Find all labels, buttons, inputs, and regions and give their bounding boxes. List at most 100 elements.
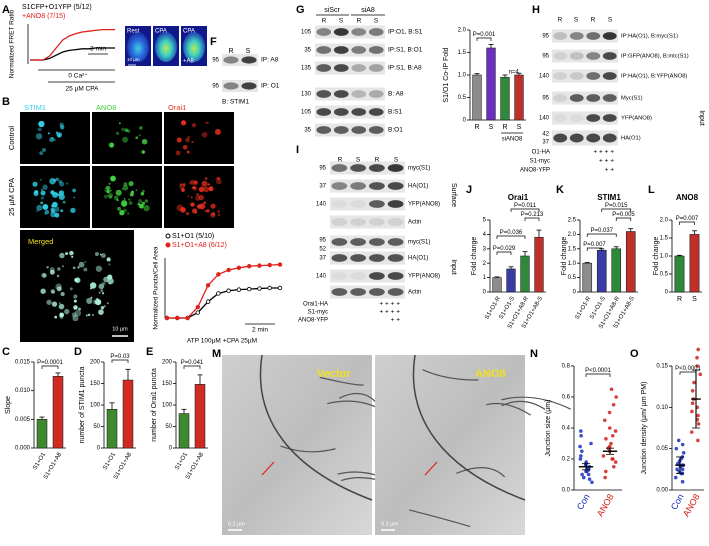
data-point (580, 472, 584, 477)
significance-bracket (679, 221, 695, 225)
fluorescence-spot (201, 131, 208, 138)
micrograph (20, 112, 90, 164)
fluorescence-spot (106, 189, 110, 194)
row-label: myc(S1) (408, 166, 430, 172)
bar (500, 76, 510, 121)
data-point (698, 372, 703, 377)
blot-band (351, 64, 367, 72)
y-tick-label: 2.5 (568, 218, 577, 224)
blot-band (602, 52, 617, 60)
fluorescence-spot (128, 198, 131, 201)
fluorescence-spot (180, 207, 186, 213)
fluorescence-spot (35, 133, 43, 140)
panel-label: J (466, 184, 472, 196)
blot-band (350, 238, 366, 246)
fluorescence-spot (100, 289, 104, 293)
row-label: myc(S1) (408, 240, 430, 246)
row-label: IP:GFP(ANO8), B:mtc(S1) (621, 54, 689, 60)
legend-entry: S1CFP+O1YFP (5/12) (22, 4, 92, 11)
fluorescence-spot (189, 152, 192, 155)
blot-strip (330, 235, 405, 249)
y-tick-label: 50 (93, 424, 100, 430)
row-label: YFP(ANO8) (408, 274, 440, 280)
data-point (696, 413, 700, 418)
blot-strip (330, 269, 405, 283)
marker (195, 304, 201, 310)
mw-marker: 95 (319, 166, 326, 172)
fluorescence-spot (195, 193, 200, 197)
fluorescence-spot (53, 206, 60, 213)
fluorescence-spot (141, 201, 146, 206)
lane-label: R (591, 17, 596, 24)
marker (195, 310, 201, 315)
fluorescence-spot (36, 210, 39, 213)
mw-marker: 95 (542, 34, 549, 40)
image-label: CPA (155, 29, 167, 35)
blot-band (553, 133, 568, 143)
fluorescence-spot (40, 178, 43, 181)
marker (246, 286, 252, 292)
data-point (578, 457, 583, 461)
blot-band (369, 182, 385, 190)
bar (689, 234, 700, 293)
blot-band (223, 56, 239, 64)
data-point (690, 409, 694, 414)
y-axis-label: S1/O1 Co-IP Fold (443, 47, 450, 102)
blot-band (241, 56, 257, 64)
blot-band (387, 182, 404, 190)
row-label: 25 µM CPA (7, 178, 16, 216)
image-label: ANO8 (475, 368, 506, 380)
p-value: P=0.041 (181, 360, 204, 366)
blot-band (369, 238, 385, 246)
fluorescence-spot (101, 281, 106, 286)
data-point (579, 454, 583, 458)
fluorescence-spot (141, 150, 146, 154)
fluorescence-spot (206, 121, 209, 124)
data-point (681, 451, 686, 455)
p-value: P=0.037 (590, 228, 613, 234)
y-tick-label: 150 (162, 381, 173, 387)
annotation: ATP 100µM +CPA 25µM (187, 338, 257, 345)
fluorescence-spot (40, 196, 44, 200)
blot-band (333, 108, 349, 116)
membrane (486, 402, 531, 416)
row-label: Actin (408, 290, 421, 296)
fluorescence-spot (185, 211, 190, 216)
y-tick-label: 1.5 (458, 50, 467, 56)
fluorescence-spot (122, 136, 129, 143)
fluorescence-spot (106, 257, 111, 262)
fluorescence-spot (191, 123, 197, 128)
blot-band (368, 126, 384, 134)
condition-label: ANO8-YFP (298, 318, 328, 324)
fluorescence-spot (121, 201, 127, 208)
data-point (609, 441, 613, 446)
fluorescence-spot (52, 201, 58, 208)
fluorescence-spot (54, 212, 60, 218)
data-point (696, 347, 700, 352)
lane-label: S (246, 48, 251, 55)
significance-bracket (524, 217, 540, 221)
p-value: P<0.0001 (675, 366, 702, 372)
fluorescence-spot (95, 265, 103, 272)
micrograph (92, 112, 162, 164)
blot-band (553, 52, 568, 60)
arrow (261, 461, 275, 476)
fluorescence-spot (62, 265, 64, 268)
fluorescence-spot (109, 142, 114, 148)
arrow (424, 461, 438, 476)
panel-label: C (2, 346, 10, 358)
fluorescence-spot (120, 200, 128, 207)
lane-label: R (322, 18, 327, 25)
blot-band (350, 272, 366, 280)
data-point (590, 480, 594, 485)
fluorescence-spot (108, 195, 113, 199)
blot-band (586, 133, 601, 143)
image-label: Vector (317, 368, 351, 380)
fluorescence-spot (204, 177, 208, 180)
data-point (680, 467, 685, 472)
fluorescence-spot (185, 137, 190, 143)
p-value: P=0.015 (605, 203, 628, 209)
fluorescence-spot (215, 178, 222, 185)
p-value: P=0.007 (583, 242, 606, 248)
blot-band (369, 272, 385, 280)
